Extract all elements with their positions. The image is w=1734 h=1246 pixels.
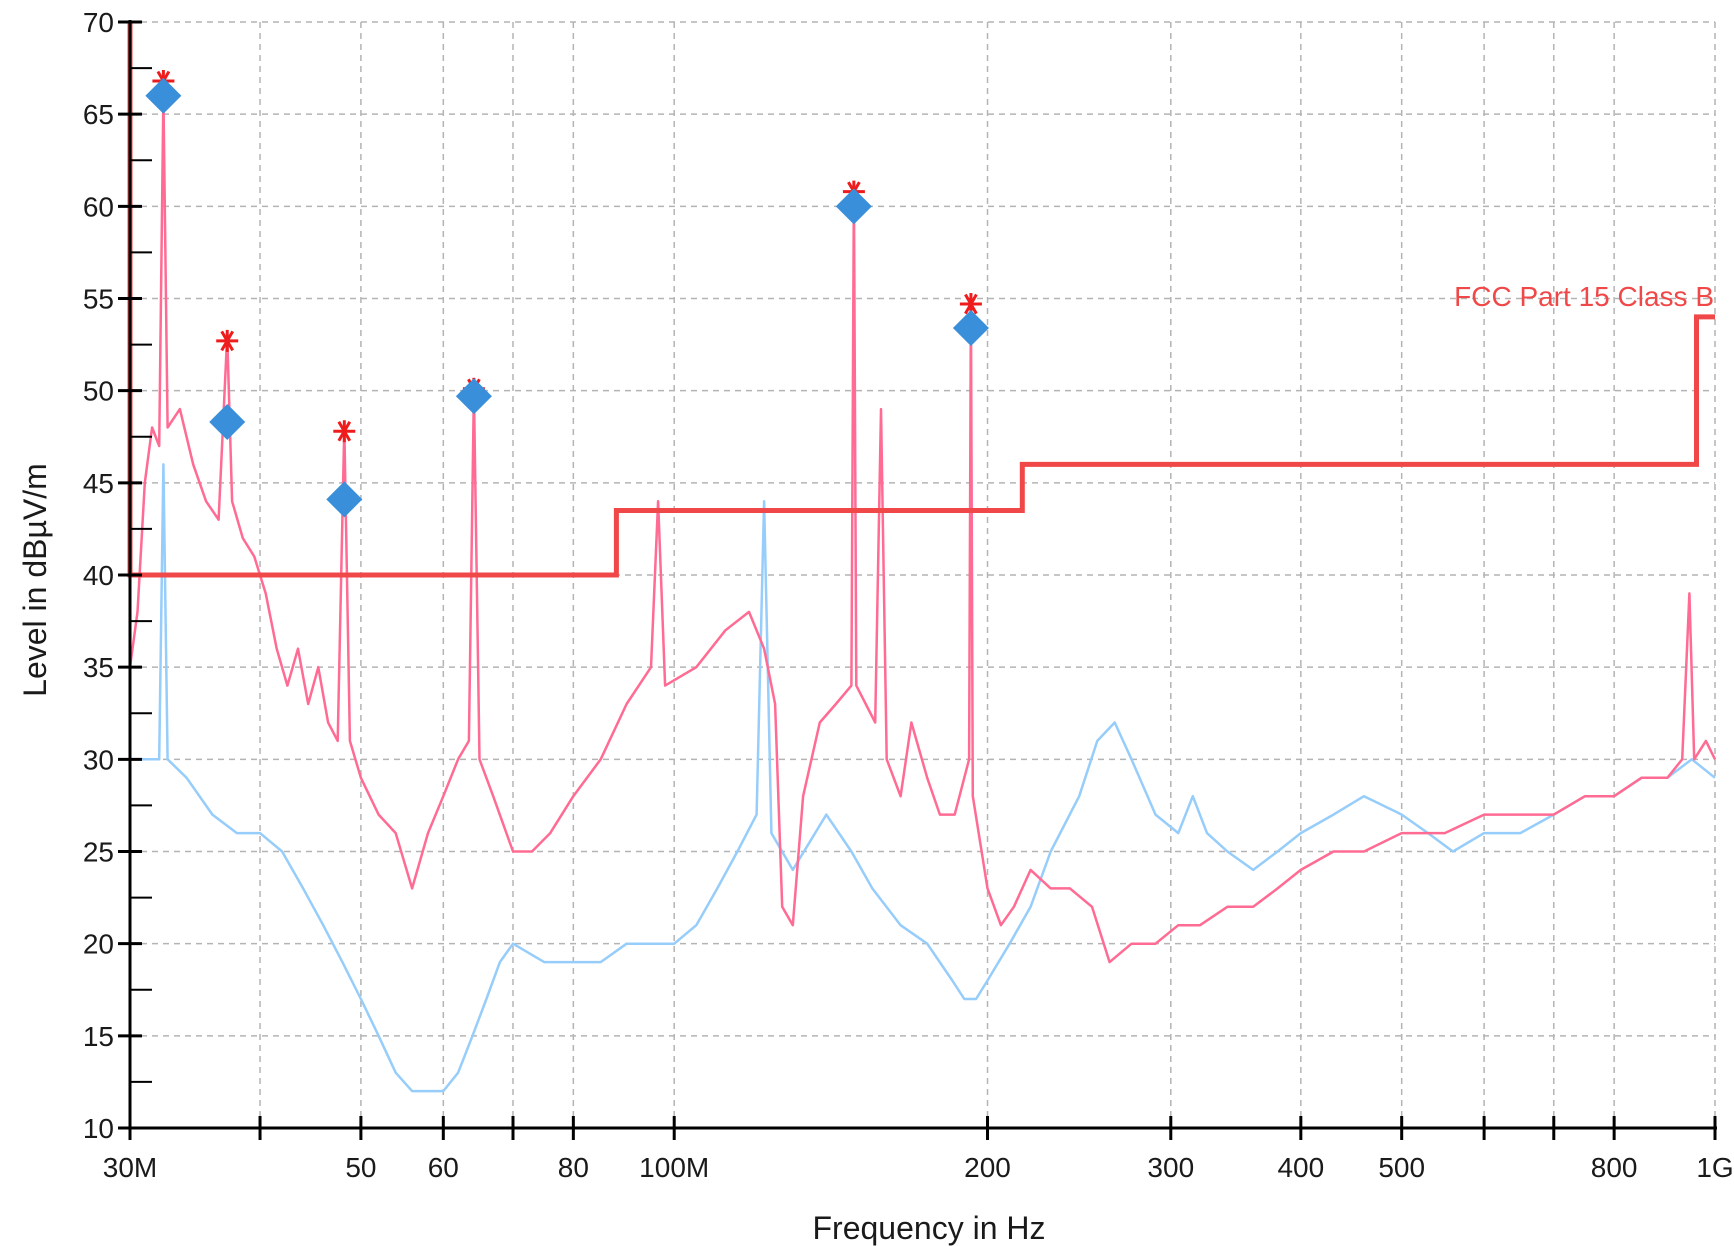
x-tick-label: 50 — [345, 1152, 376, 1183]
y-tick-label: 55 — [83, 284, 114, 315]
series-line-blue — [130, 463, 1716, 1093]
y-tick-label: 20 — [83, 929, 114, 960]
peak-diamond-marker — [952, 309, 989, 346]
limit-line — [127, 22, 1715, 578]
x-tick-label: 100M — [639, 1152, 709, 1183]
x-tick-label: 800 — [1591, 1152, 1638, 1183]
y-tick-label: 10 — [83, 1113, 114, 1144]
peak-diamond-marker — [145, 77, 182, 114]
axes: 10 15 20 25 30 35 40 45 50 55 60 65 70 30M 50 60 80 100M 2… — [83, 7, 1734, 1183]
series-line-pink — [128, 94, 1717, 964]
y-tick-label: 30 — [83, 744, 114, 775]
peak-diamond-marker — [455, 378, 492, 415]
peak-star-marker — [333, 420, 356, 443]
y-tick-label: 70 — [83, 7, 114, 38]
x-axis-title: Frequency in Hz — [813, 1210, 1046, 1246]
peak-diamond-marker — [209, 404, 246, 441]
y-tick-label: 40 — [83, 560, 114, 591]
x-tick-label: 60 — [428, 1152, 459, 1183]
peak-markers — [145, 69, 989, 518]
y-tick-label: 15 — [83, 1021, 114, 1052]
y-tick-label: 25 — [83, 837, 114, 868]
peak-diamond-marker — [326, 481, 363, 518]
peak-star-marker — [216, 329, 239, 352]
y-axis-title: Level in dBµV/m — [17, 463, 53, 697]
x-tick-label: 300 — [1147, 1152, 1194, 1183]
y-tick-label: 45 — [83, 468, 114, 499]
y-tick-label: 60 — [83, 191, 114, 222]
x-tick-label: 500 — [1378, 1152, 1425, 1183]
y-tick-label: 35 — [83, 652, 114, 683]
y-tick-label: 65 — [83, 99, 114, 130]
x-tick-label: 1G — [1696, 1152, 1733, 1183]
x-tick-label: 200 — [964, 1152, 1011, 1183]
x-tick-label: 80 — [558, 1152, 589, 1183]
series-layer — [128, 94, 1717, 1093]
limit-line-label: FCC Part 15 Class B — [1454, 281, 1714, 312]
x-tick-label: 30M — [103, 1152, 157, 1183]
y-tick-label: 50 — [83, 376, 114, 407]
peak-diamond-marker — [835, 188, 872, 225]
limit-layer — [127, 22, 1715, 578]
peak-star-marker — [959, 293, 982, 316]
x-tick-label: 400 — [1277, 1152, 1324, 1183]
